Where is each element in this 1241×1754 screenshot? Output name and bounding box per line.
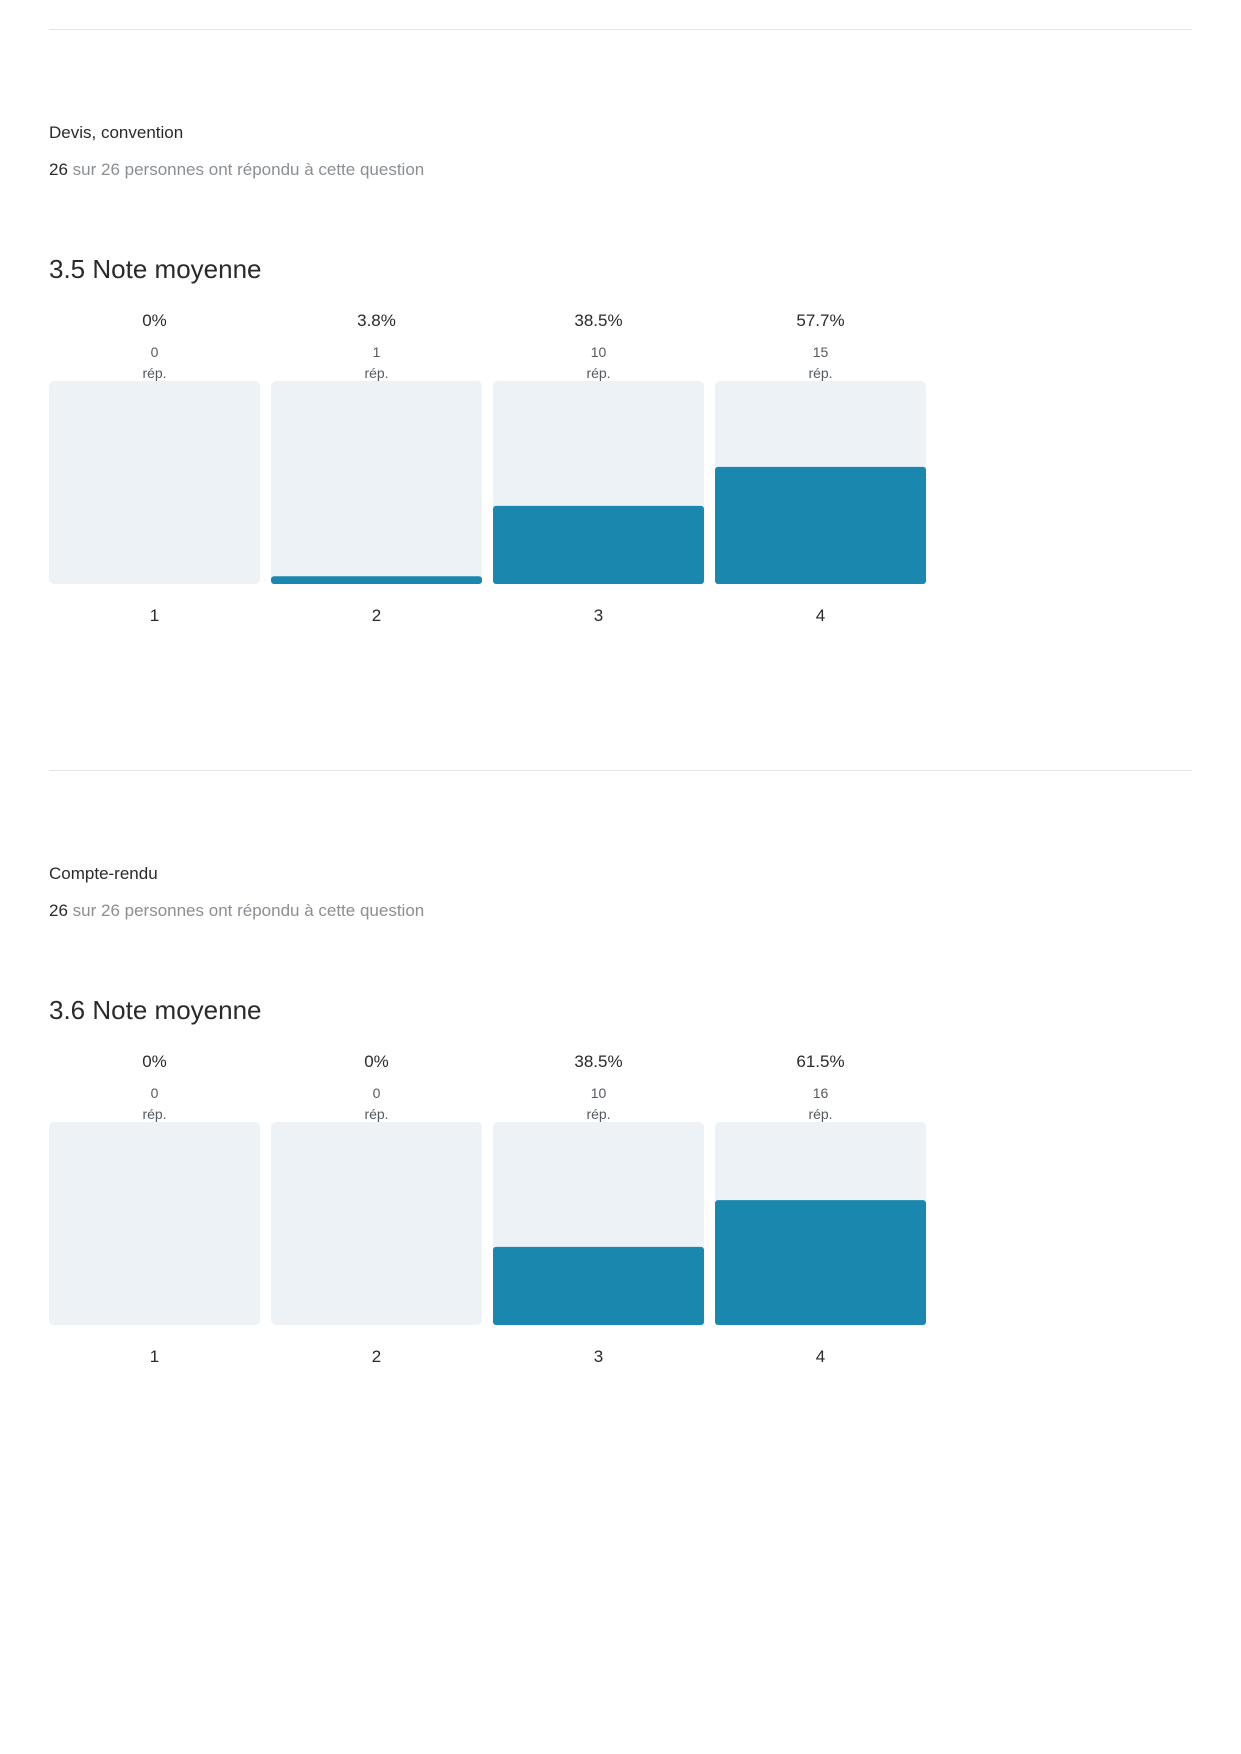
average-value: 3.6	[49, 995, 86, 1025]
bar-track	[49, 381, 260, 584]
bar-count-label: 15	[813, 344, 829, 360]
bar-count-unit: rép.	[808, 1106, 832, 1122]
category-label: 4	[816, 606, 825, 625]
bar-group: 38.5% 10 rép. 3	[493, 1052, 704, 1366]
response-count: 26	[49, 901, 68, 920]
bar-track	[271, 1122, 482, 1325]
bar-percentage-label: 0%	[142, 311, 167, 330]
bar-count-unit: rép.	[808, 365, 832, 381]
response-summary: 26 sur 26 personnes ont répondu à cette …	[49, 160, 424, 180]
top-divider	[49, 29, 1192, 30]
category-label: 2	[372, 1347, 381, 1366]
bar-percentage-label: 38.5%	[574, 1052, 622, 1071]
average-label: Note moyenne	[92, 254, 262, 284]
question-title: Compte-rendu	[49, 864, 158, 883]
question-title: Devis, convention	[49, 123, 184, 142]
category-label: 1	[150, 606, 159, 625]
bar-count-label: 0	[151, 1085, 159, 1101]
bar-percentage-label: 38.5%	[574, 311, 622, 330]
rating-distribution-chart: 0% 0 rép. 1 0% 0 rép. 2 38.5% 10 rép. 3 61.5% 16 rép. 4	[49, 1052, 926, 1366]
average-value: 3.5	[49, 254, 86, 284]
bar-count-label: 16	[813, 1085, 829, 1101]
bar-percentage-label: 0%	[142, 1052, 167, 1071]
bar-group: 57.7% 15 rép. 4	[715, 311, 926, 625]
bar-fill	[493, 1246, 704, 1325]
bar-fill	[271, 576, 482, 584]
question-compte-rendu: Compte-rendu 26 sur 26 personnes ont rép…	[49, 864, 1192, 1444]
bar-count-unit: rép.	[364, 1106, 388, 1122]
bar-group: 38.5% 10 rép. 3	[493, 311, 704, 625]
bar-track	[271, 381, 482, 584]
response-text: sur 26 personnes ont répondu à cette que…	[72, 160, 425, 179]
response-text: sur 26 personnes ont répondu à cette que…	[72, 901, 425, 920]
category-label: 4	[816, 1347, 825, 1366]
bar-fill	[715, 466, 926, 584]
bar-group: 0% 0 rép. 2	[271, 1052, 482, 1366]
bar-track	[49, 1122, 260, 1325]
bar-group: 3.8% 1 rép. 2	[271, 311, 482, 625]
average-label: Note moyenne	[92, 995, 262, 1025]
bar-percentage-label: 3.8%	[357, 311, 396, 330]
bar-percentage-label: 57.7%	[796, 311, 844, 330]
bar-count-label: 10	[591, 344, 607, 360]
category-label: 3	[594, 1347, 603, 1366]
section-divider	[49, 770, 1192, 771]
bar-fill	[493, 505, 704, 584]
bar-group: 61.5% 16 rép. 4	[715, 1052, 926, 1366]
bar-count-unit: rép.	[364, 365, 388, 381]
bar-count-label: 0	[151, 344, 159, 360]
question-devis-convention: Devis, convention 26 sur 26 personnes on…	[49, 123, 1192, 703]
bar-group: 0% 0 rép. 1	[49, 311, 260, 625]
category-label: 2	[372, 606, 381, 625]
bar-fill	[715, 1200, 926, 1325]
response-summary: 26 sur 26 personnes ont répondu à cette …	[49, 901, 424, 921]
category-label: 3	[594, 606, 603, 625]
bar-count-label: 10	[591, 1085, 607, 1101]
average-rating: 3.6 Note moyenne	[49, 995, 262, 1026]
bar-count-unit: rép.	[142, 1106, 166, 1122]
response-count: 26	[49, 160, 68, 179]
average-rating: 3.5 Note moyenne	[49, 254, 262, 285]
category-label: 1	[150, 1347, 159, 1366]
bar-count-unit: rép.	[586, 1106, 610, 1122]
bar-count-unit: rép.	[142, 365, 166, 381]
bar-count-label: 0	[373, 1085, 381, 1101]
bar-percentage-label: 0%	[364, 1052, 389, 1071]
bar-percentage-label: 61.5%	[796, 1052, 844, 1071]
bar-group: 0% 0 rép. 1	[49, 1052, 260, 1366]
bar-count-unit: rép.	[586, 365, 610, 381]
rating-distribution-chart: 0% 0 rép. 1 3.8% 1 rép. 2 38.5% 10 rép. 3 57.7% 15 rép…	[49, 311, 926, 625]
bar-count-label: 1	[373, 344, 381, 360]
